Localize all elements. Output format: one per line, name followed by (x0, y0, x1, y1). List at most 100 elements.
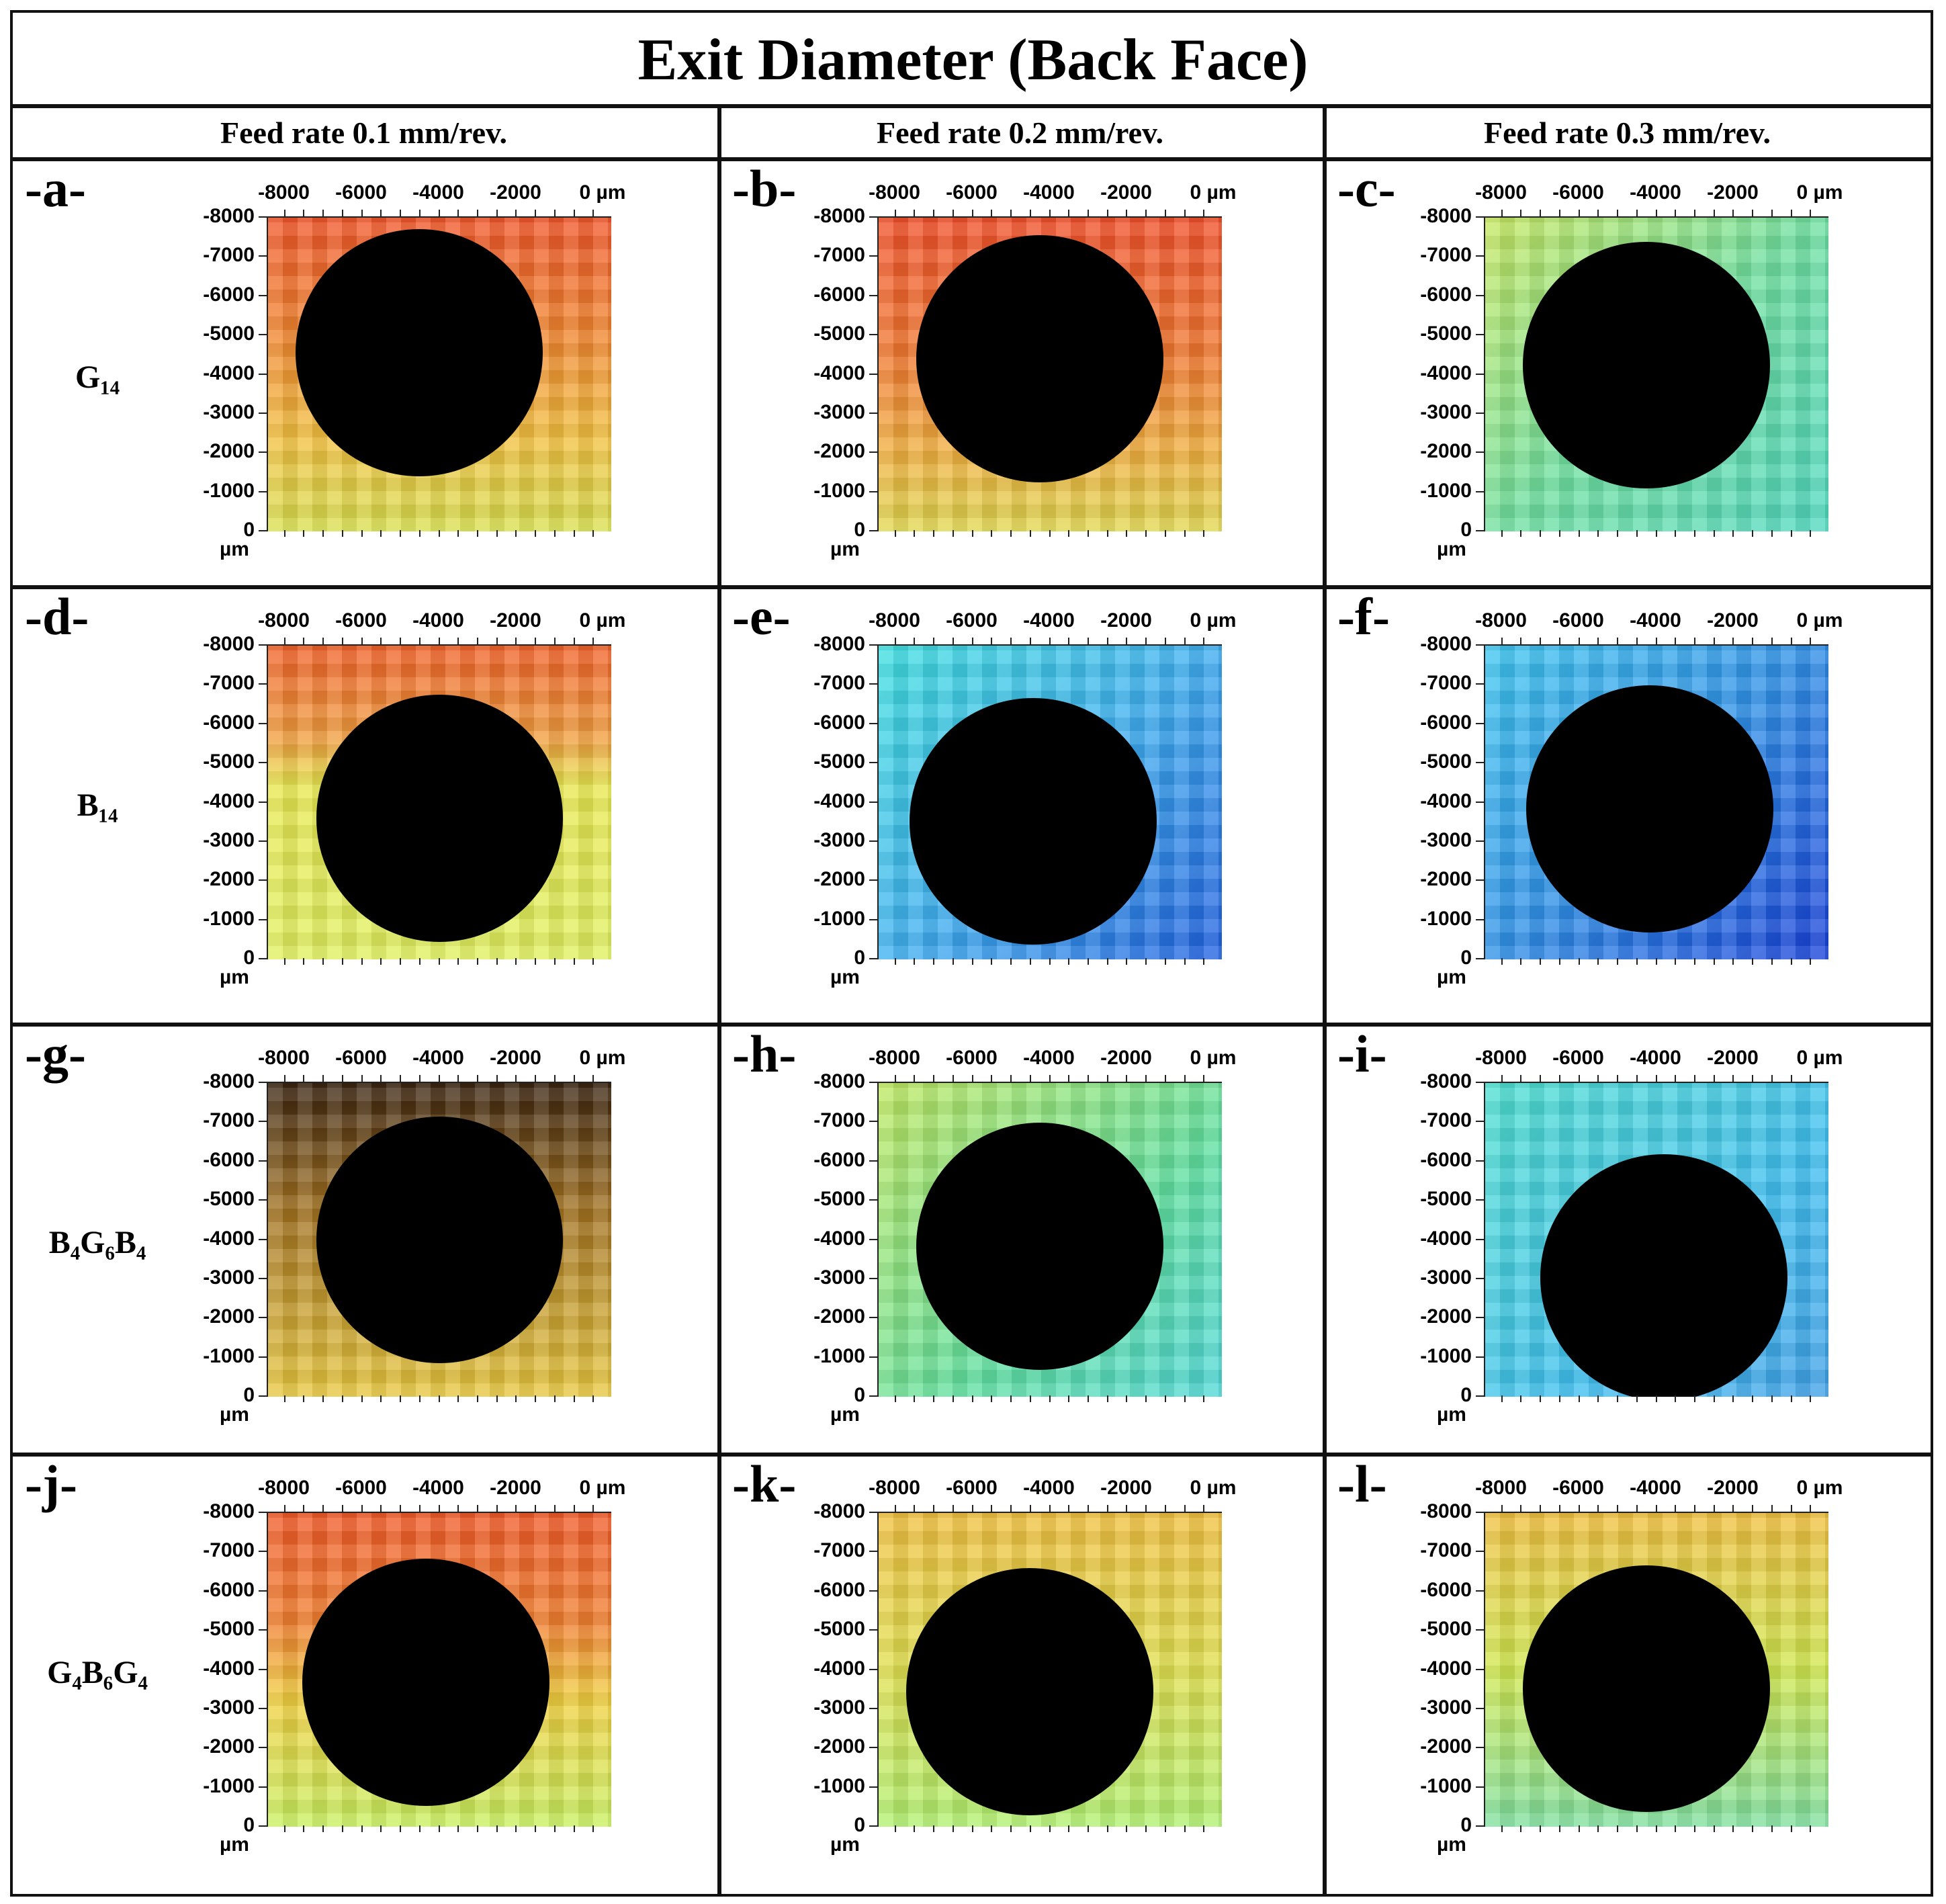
tick-mark (1558, 530, 1560, 537)
tick-mark (952, 1505, 954, 1512)
y-tick-label: -3000 (1420, 400, 1472, 423)
x-tick-label: 0 µm (1796, 1047, 1843, 1069)
x-tick-label: -6000 (1552, 1477, 1604, 1499)
tick-mark (322, 958, 324, 965)
tick-mark (259, 294, 267, 296)
y-tick-label: -3000 (813, 828, 865, 851)
y-tick-label: -1000 (813, 907, 865, 930)
x-tick-label: -2000 (1707, 1477, 1759, 1499)
tick-mark (535, 958, 537, 965)
tick-mark (361, 1075, 363, 1082)
tick-mark (361, 530, 363, 537)
tick-mark (894, 1075, 896, 1082)
x-tick-label: 0 µm (1190, 609, 1237, 632)
drilled-hole (1523, 1565, 1771, 1813)
tick-mark (1752, 958, 1754, 965)
tick-mark (1617, 1825, 1618, 1832)
tick-mark (476, 1395, 478, 1402)
panel-letter: -a- (25, 159, 86, 218)
tick-mark (1558, 210, 1560, 216)
y-tick-label: -6000 (203, 1148, 255, 1171)
tick-mark (400, 1505, 401, 1512)
tick-mark (1476, 879, 1484, 881)
tick-mark (496, 1505, 498, 1512)
surface-image (267, 216, 611, 531)
tick-mark (914, 1505, 916, 1512)
tick-mark (1145, 1825, 1147, 1832)
tick-mark (869, 294, 877, 296)
tick-mark (952, 210, 954, 216)
y-tick-label: -2000 (1420, 1305, 1472, 1328)
tick-mark (1010, 1075, 1012, 1082)
tick-mark (1106, 958, 1108, 965)
tick-mark (991, 638, 993, 644)
x-tick-label: 0 µm (579, 1047, 626, 1069)
x-tick-label: -2000 (490, 609, 541, 632)
tick-mark (1597, 958, 1599, 965)
tick-mark (869, 1238, 877, 1240)
tick-mark (1790, 530, 1792, 537)
tick-mark (1068, 638, 1070, 644)
tick-mark (1126, 1505, 1128, 1512)
y-tick-label: -7000 (203, 1109, 255, 1132)
tick-mark (259, 412, 267, 414)
panel-letter: -k- (732, 1455, 797, 1513)
tick-mark (457, 210, 459, 216)
tick-mark (869, 1395, 877, 1397)
y-tick-label: -4000 (203, 789, 255, 812)
tick-mark (259, 1199, 267, 1201)
tick-mark (1655, 1825, 1657, 1832)
tick-mark (361, 638, 363, 644)
tick-mark (914, 1395, 916, 1402)
tick-mark (1476, 1786, 1484, 1788)
tick-mark (573, 210, 575, 216)
x-tick-label: -8000 (258, 1047, 310, 1069)
tick-mark (1771, 1075, 1773, 1082)
axis-unit: µm (830, 966, 860, 988)
y-tick-label: -5000 (1420, 750, 1472, 773)
tick-mark (1106, 638, 1108, 644)
tick-mark (259, 958, 267, 959)
tick-mark (1520, 1505, 1522, 1512)
tick-mark (1752, 1505, 1754, 1512)
tick-mark (971, 1505, 973, 1512)
tick-mark (1675, 530, 1677, 537)
tick-mark (573, 1505, 575, 1512)
y-tick-label: -7000 (203, 1539, 255, 1562)
tick-mark (438, 958, 440, 965)
tick-mark (952, 638, 954, 644)
tick-mark (1184, 1075, 1186, 1082)
tick-mark (1675, 1505, 1677, 1512)
axis-unit: µm (830, 1403, 860, 1426)
tick-mark (1693, 958, 1695, 965)
tick-mark (438, 638, 440, 644)
x-tick-label: -6000 (335, 609, 387, 632)
divider (10, 157, 1933, 161)
axis-unit: µm (1437, 966, 1466, 988)
tick-mark (1164, 1395, 1166, 1402)
y-tick-label: -8000 (203, 205, 255, 227)
y-tick-label: -2000 (813, 868, 865, 891)
tick-mark (515, 210, 517, 216)
tick-mark (1597, 210, 1599, 216)
tick-mark (515, 1395, 517, 1402)
tick-mark (1732, 1395, 1734, 1402)
x-tick-label: 0 µm (1190, 181, 1237, 204)
tick-mark (1597, 530, 1599, 537)
tick-mark (554, 530, 556, 537)
tick-mark (259, 840, 267, 842)
tick-mark (1049, 958, 1051, 965)
tick-mark (991, 530, 993, 537)
axis-unit: µm (1437, 1403, 1466, 1426)
tick-mark (535, 210, 537, 216)
tick-mark (869, 1707, 877, 1709)
tick-mark (283, 1395, 285, 1402)
tick-mark (259, 801, 267, 803)
surface-image (877, 1512, 1222, 1827)
y-tick-label: -6000 (1420, 711, 1472, 734)
drilled-hole (295, 228, 543, 476)
tick-mark (259, 1825, 267, 1827)
divider (717, 104, 721, 1895)
divider (10, 1453, 1933, 1457)
tick-mark (303, 638, 305, 644)
